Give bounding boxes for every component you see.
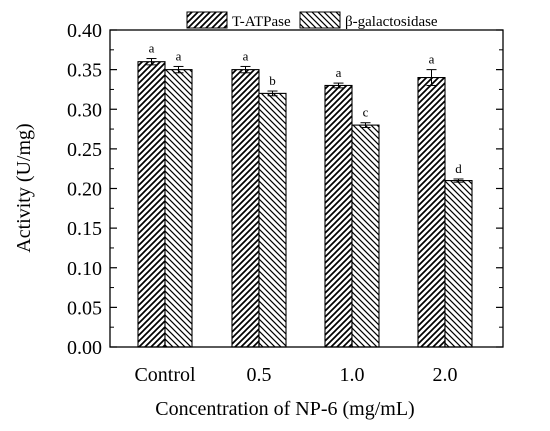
significance-label: a [429,52,435,67]
bar-beta-galactosidase [258,92,287,348]
y-tick-label: 0.25 [67,139,102,161]
bar-t-atpase [417,77,446,348]
bar-beta-galactosidase [444,180,473,348]
x-tick-label: 1.0 [340,364,365,386]
significance-label: a [176,48,182,63]
significance-label: c [363,105,369,120]
plot-frame [109,29,504,348]
bar-beta-galactosidase [164,69,193,348]
significance-label: a [149,41,155,56]
x-tick-label: 2.0 [433,364,458,386]
bar-beta-galactosidase [351,124,380,348]
bar-t-atpase [137,61,166,348]
y-tick-label: 0.00 [67,337,102,359]
x-axis-ticks: Control 0.5 1.0 2.0 [134,340,458,386]
y-axis-title: Activity (U/mg) [13,123,35,252]
legend-swatch-beta-galactosidase [299,11,341,29]
legend-label-beta-galactosidase: β-galactosidase [345,14,438,30]
legend: T-ATPase β-galactosidase [186,11,438,30]
significance-label: d [455,161,462,176]
y-tick-label: 0.05 [67,297,102,319]
significance-label: b [269,73,276,88]
y-tick-label: 0.30 [67,99,102,121]
bar-group: a a a b a c a d [137,41,473,348]
legend-swatch-t-atpase [186,11,228,29]
y-tick-label: 0.35 [67,60,102,82]
significance-label: a [336,65,342,80]
y-tick-label: 0.15 [67,218,102,240]
x-axis-title: Concentration of NP-6 (mg/mL) [155,398,414,420]
y-tick-label: 0.40 [67,20,102,42]
bar-t-atpase [324,84,353,348]
x-tick-label: 0.5 [247,364,272,386]
significance-label: a [243,48,249,63]
legend-label-t-atpase: T-ATPase [232,14,291,30]
y-axis-ticks: 0.00 0.05 0.10 0.15 0.20 0.25 0.30 0.35 0.40 [67,20,503,359]
x-tick-label: Control [134,364,196,386]
bar-t-atpase [231,69,260,348]
y-tick-label: 0.10 [67,258,102,280]
y-tick-label: 0.20 [67,179,102,201]
